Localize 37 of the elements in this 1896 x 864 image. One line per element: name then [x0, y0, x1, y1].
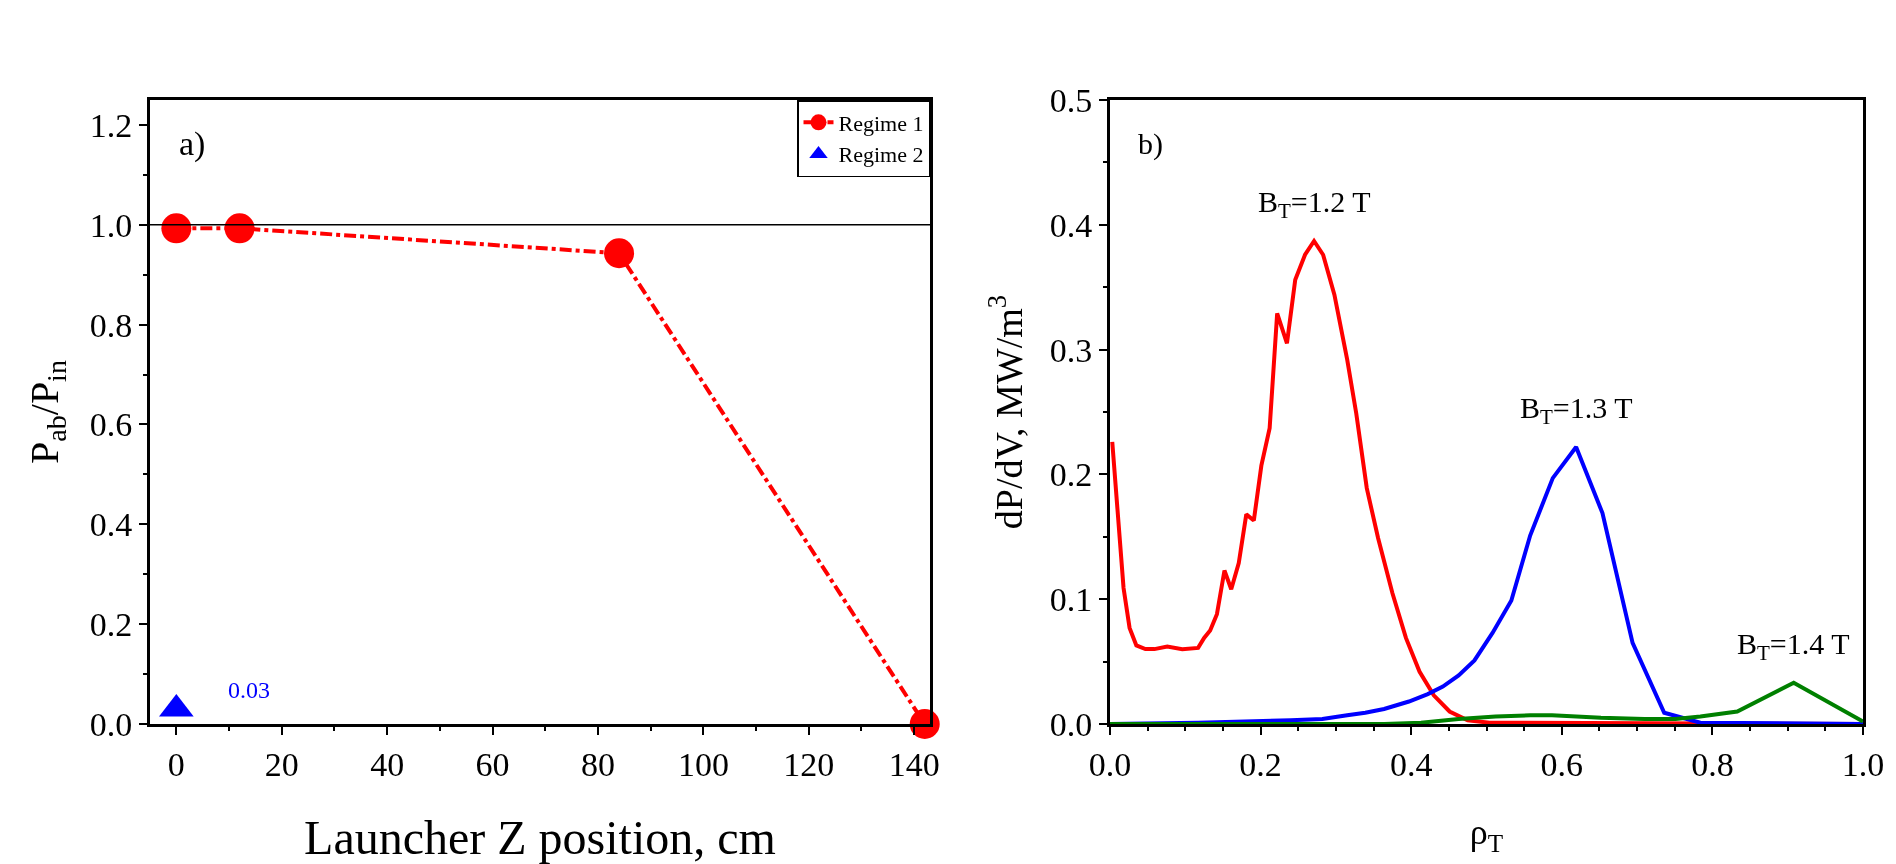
y-tick-label: 0.0: [89, 705, 133, 743]
y-tick-label: 0.0: [1049, 705, 1093, 743]
annotation: b): [1138, 127, 1163, 161]
y-tick-label: 1.2: [89, 106, 133, 144]
x-tick-label: 20: [264, 745, 299, 783]
annotation: 0.03: [228, 677, 270, 703]
y-tick-label: 0.2: [1049, 456, 1093, 494]
annotation: B$_{T}$=1.2 T: [1258, 185, 1371, 224]
x-tick-label: 80: [580, 745, 615, 783]
x-axis-title: Launcher Z position, cm: [304, 811, 776, 864]
legend-label: Regime 2: [838, 142, 924, 168]
y-tick-label: 0.4: [89, 506, 133, 544]
y-tick-label: 0.1: [1049, 581, 1093, 619]
annotation: a): [179, 125, 206, 163]
x-tick-label: 0.0: [1088, 745, 1132, 783]
y-tick-label: 0.5: [1049, 81, 1093, 119]
x-tick-label: 120: [783, 745, 835, 783]
y-tick-label: 0.2: [89, 606, 133, 644]
y-tick-label: 0.6: [89, 406, 133, 444]
legend-label: Regime 1: [838, 110, 924, 136]
x-tick-label: 140: [888, 745, 940, 783]
x-tick-label: 0.4: [1389, 745, 1433, 783]
x-tick-label: 60: [475, 745, 510, 783]
y-tick-label: 0.8: [89, 306, 133, 344]
x-axis-title: ρ$_{T}$: [1469, 812, 1504, 857]
x-tick-label: 1.0: [1841, 745, 1885, 783]
y-tick-label: 0.3: [1049, 331, 1093, 369]
y-tick-label: 1.0: [89, 206, 133, 244]
annotation: B$_{T}$=1.3 T: [1520, 391, 1633, 430]
x-tick-label: 100: [677, 745, 729, 783]
x-tick-label: 0.2: [1239, 745, 1282, 783]
x-tick-label: 0: [167, 745, 185, 783]
y-tick-label: 0.4: [1049, 206, 1093, 244]
x-tick-label: 40: [370, 745, 405, 783]
annotation: B$_{T}$=1.4 T: [1737, 627, 1850, 666]
x-tick-label: 0.8: [1691, 745, 1734, 783]
x-tick-label: 0.6: [1540, 745, 1584, 783]
